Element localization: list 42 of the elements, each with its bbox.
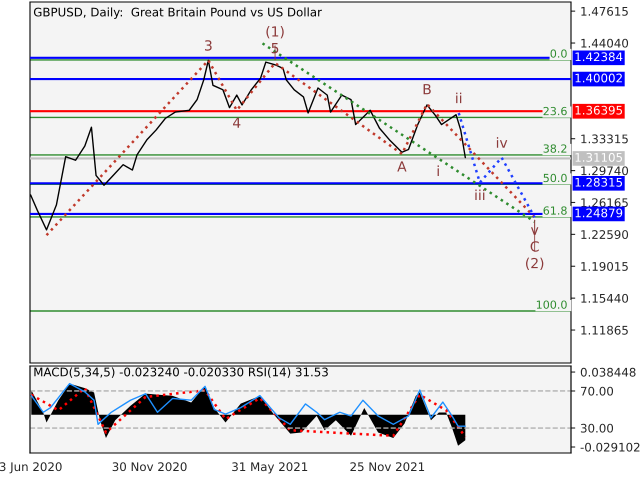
- y-tick-label: 70.00: [580, 386, 614, 396]
- y-tick-label: 1.22590: [581, 230, 628, 240]
- ref-line-label: 1.42384: [576, 52, 622, 62]
- y-tick-label: 1.26165: [581, 198, 628, 208]
- y2-tick-label: -0.029102: [580, 442, 640, 452]
- series-label: 61.8: [544, 206, 567, 215]
- series-label: 0.0: [550, 49, 567, 58]
- y-tick-label: 1.33315: [581, 134, 628, 144]
- x-tick-label: 31 May 2021: [232, 462, 308, 474]
- y-tick-label: 30.00: [580, 424, 614, 433]
- annotation: (1): [266, 26, 284, 38]
- y-tick-label: 1.15440: [581, 294, 628, 303]
- ref-line-label: 1.24879: [576, 208, 622, 218]
- series-label: 23.6: [544, 106, 567, 116]
- ref-line-label: 1.31105: [576, 152, 622, 162]
- x-tick-label: 25 Nov 2021: [350, 462, 424, 472]
- annotation: 4: [233, 118, 240, 128]
- ref-line-label: 1.40002: [576, 74, 622, 82]
- annotation: ii: [456, 92, 462, 104]
- ref-line-label: 1.36395: [576, 106, 622, 115]
- annotation: A: [397, 161, 407, 172]
- y-tick-label: 1.47615: [581, 6, 628, 16]
- annotation: 3: [204, 40, 212, 51]
- annotation: iii: [475, 189, 484, 200]
- chart-title: GBPUSD, Daily: Great Britain Pound vs US Dollar: [34, 7, 322, 19]
- x-tick-label: 3 Jun 2020: [0, 462, 62, 474]
- line-series: [457, 112, 536, 219]
- annotation: i: [438, 165, 439, 176]
- ref-line-label: 1.28315: [576, 178, 622, 187]
- annotation: (2): [526, 258, 544, 270]
- annotation: iv: [496, 137, 508, 148]
- x-tick-label: 30 Nov 2020: [112, 462, 187, 472]
- y2-tick-label: 0.038448: [580, 368, 636, 377]
- series-label: 100.0: [536, 300, 567, 309]
- chart-title: MACD(5,34,5) -0.023240 -0.020330 RSI(14) 31.53: [34, 367, 328, 378]
- annotation: B: [424, 84, 431, 94]
- series-label: 38.2: [544, 144, 566, 153]
- y-tick-label: 1.29740: [581, 166, 628, 176]
- series-label: 50.0: [544, 174, 567, 182]
- y-tick-label: 1.19015: [581, 262, 628, 271]
- y-tick-label: 1.44040: [581, 38, 628, 48]
- y-tick-label: 1.11865: [581, 326, 628, 335]
